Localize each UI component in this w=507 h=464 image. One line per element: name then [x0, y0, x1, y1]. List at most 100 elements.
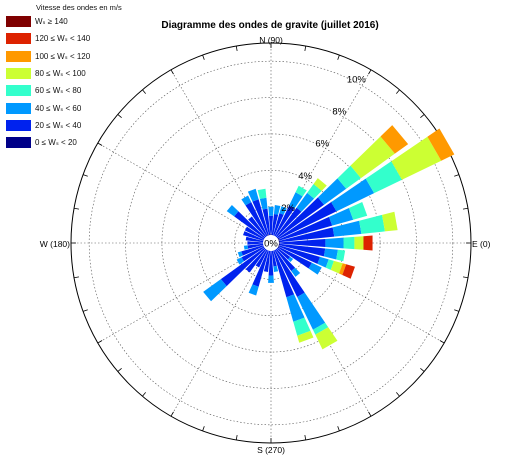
- legend-entries: Wₛ ≥ 140 120 ≤ Wₛ < 140 100 ≤ Wₛ < 120 80 ≤…: [6, 13, 122, 151]
- legend-swatch: [6, 119, 31, 131]
- legend-swatch: [6, 137, 31, 149]
- sector-segment: [354, 236, 364, 250]
- outer-tick: [117, 114, 122, 118]
- outer-tick: [304, 434, 307, 441]
- sector-segment: [245, 248, 267, 273]
- outer-tick: [82, 309, 88, 312]
- sector-segment: [291, 267, 301, 277]
- sector-segment: [365, 161, 402, 194]
- sector-segment: [359, 214, 385, 234]
- sector-segment: [272, 249, 295, 298]
- sector-segment: [262, 208, 271, 236]
- sector-segment: [325, 259, 334, 270]
- radial-tick-label: 0%: [264, 239, 278, 250]
- outer-tick: [142, 392, 146, 397]
- sector-segment: [241, 245, 267, 262]
- sector-segment: [332, 220, 362, 237]
- outer-tick: [73, 207, 80, 210]
- sector-segment: [363, 235, 373, 251]
- east-label: E (0): [472, 239, 491, 249]
- sector-segment: [241, 195, 252, 206]
- sector-segment: [273, 205, 281, 215]
- sector-segment: [247, 243, 266, 249]
- sector-segment: [279, 206, 287, 215]
- radial-tick-label: 4%: [298, 171, 312, 182]
- sector-segment: [317, 256, 329, 268]
- outer-tick: [117, 368, 122, 372]
- sector-segment: [313, 178, 327, 191]
- sector-segment: [274, 205, 295, 237]
- sector-segment: [330, 260, 343, 274]
- outer-tick: [420, 368, 425, 372]
- sector-segment: [234, 211, 266, 239]
- grid-ring: [125, 97, 417, 389]
- legend-swatch: [6, 50, 31, 62]
- sector-segment: [220, 247, 266, 287]
- sector-segment: [317, 178, 347, 205]
- outer-tick: [337, 54, 340, 60]
- sector-segment: [255, 247, 269, 268]
- sector-segment: [279, 227, 335, 243]
- sector-segment: [293, 317, 311, 336]
- sector-segment: [336, 249, 346, 262]
- sector-segment: [274, 246, 291, 260]
- radial-tick-labels: 0% 2% 4% 6% 8% 10%: [264, 74, 366, 249]
- sector-segment: [295, 185, 307, 197]
- outer-tick: [439, 340, 445, 344]
- outer-tick: [235, 434, 238, 441]
- sector-segment: [280, 239, 326, 247]
- sector-segment: [247, 188, 259, 202]
- legend-label: 100 ≤ Wₛ < 120: [35, 51, 91, 61]
- radial-tick-label: 8%: [332, 107, 346, 118]
- sector-segment: [273, 265, 279, 272]
- south-label: S (270): [257, 445, 285, 455]
- sector-segment: [287, 256, 294, 263]
- sector-segment: [329, 207, 354, 226]
- sector-segment: [278, 246, 312, 269]
- sector-segment: [279, 243, 326, 257]
- sector-segment: [269, 215, 273, 234]
- chart-labels: Diagramme des ondes de gravite (juillet …: [40, 20, 491, 455]
- legend-item: 40 ≤ Wₛ < 60: [6, 99, 122, 116]
- sector-segment: [268, 275, 274, 283]
- rose-sectors: [203, 125, 455, 350]
- sector-segment: [325, 237, 344, 249]
- legend-swatch: [6, 33, 31, 45]
- sector-segment: [273, 247, 305, 298]
- outer-tick: [73, 276, 80, 279]
- outer-tick: [368, 69, 372, 75]
- sector-segment: [380, 125, 409, 154]
- legend: Vitesse des ondes en m/s Wₛ ≥ 140 120 ≤ W…: [6, 3, 122, 151]
- sector-segment: [289, 192, 303, 209]
- radial-tick-label: 6%: [315, 139, 329, 150]
- sector-segment: [331, 178, 375, 212]
- sector-segment: [312, 322, 329, 335]
- sector-segment: [272, 213, 284, 237]
- sector-segment: [252, 247, 270, 287]
- outer-tick: [202, 426, 205, 432]
- center-hub: [263, 235, 279, 251]
- sector-segment: [337, 165, 361, 189]
- sector-segment: [279, 216, 333, 241]
- sector-segment: [257, 188, 267, 199]
- legend-swatch: [6, 85, 31, 97]
- outer-tick: [202, 54, 205, 60]
- outer-tick: [97, 142, 103, 146]
- sector-segment: [343, 236, 355, 250]
- legend-item: 0 ≤ Wₛ < 20: [6, 134, 122, 151]
- sector-segment: [243, 245, 249, 250]
- sector-segment: [236, 257, 244, 265]
- sector-segment: [296, 192, 315, 212]
- legend-item: 20 ≤ Wₛ < 40: [6, 117, 122, 134]
- outer-tick: [462, 207, 469, 210]
- radial-tick-label: 10%: [347, 74, 367, 85]
- sector-segment: [244, 226, 265, 240]
- legend-label: 120 ≤ Wₛ < 140: [35, 34, 91, 44]
- sector-segment: [237, 251, 243, 258]
- outer-tick: [462, 276, 469, 279]
- sector-segment: [427, 128, 455, 161]
- sector-segment: [268, 206, 274, 216]
- outer-tick: [82, 174, 88, 177]
- outer-tick: [97, 340, 103, 344]
